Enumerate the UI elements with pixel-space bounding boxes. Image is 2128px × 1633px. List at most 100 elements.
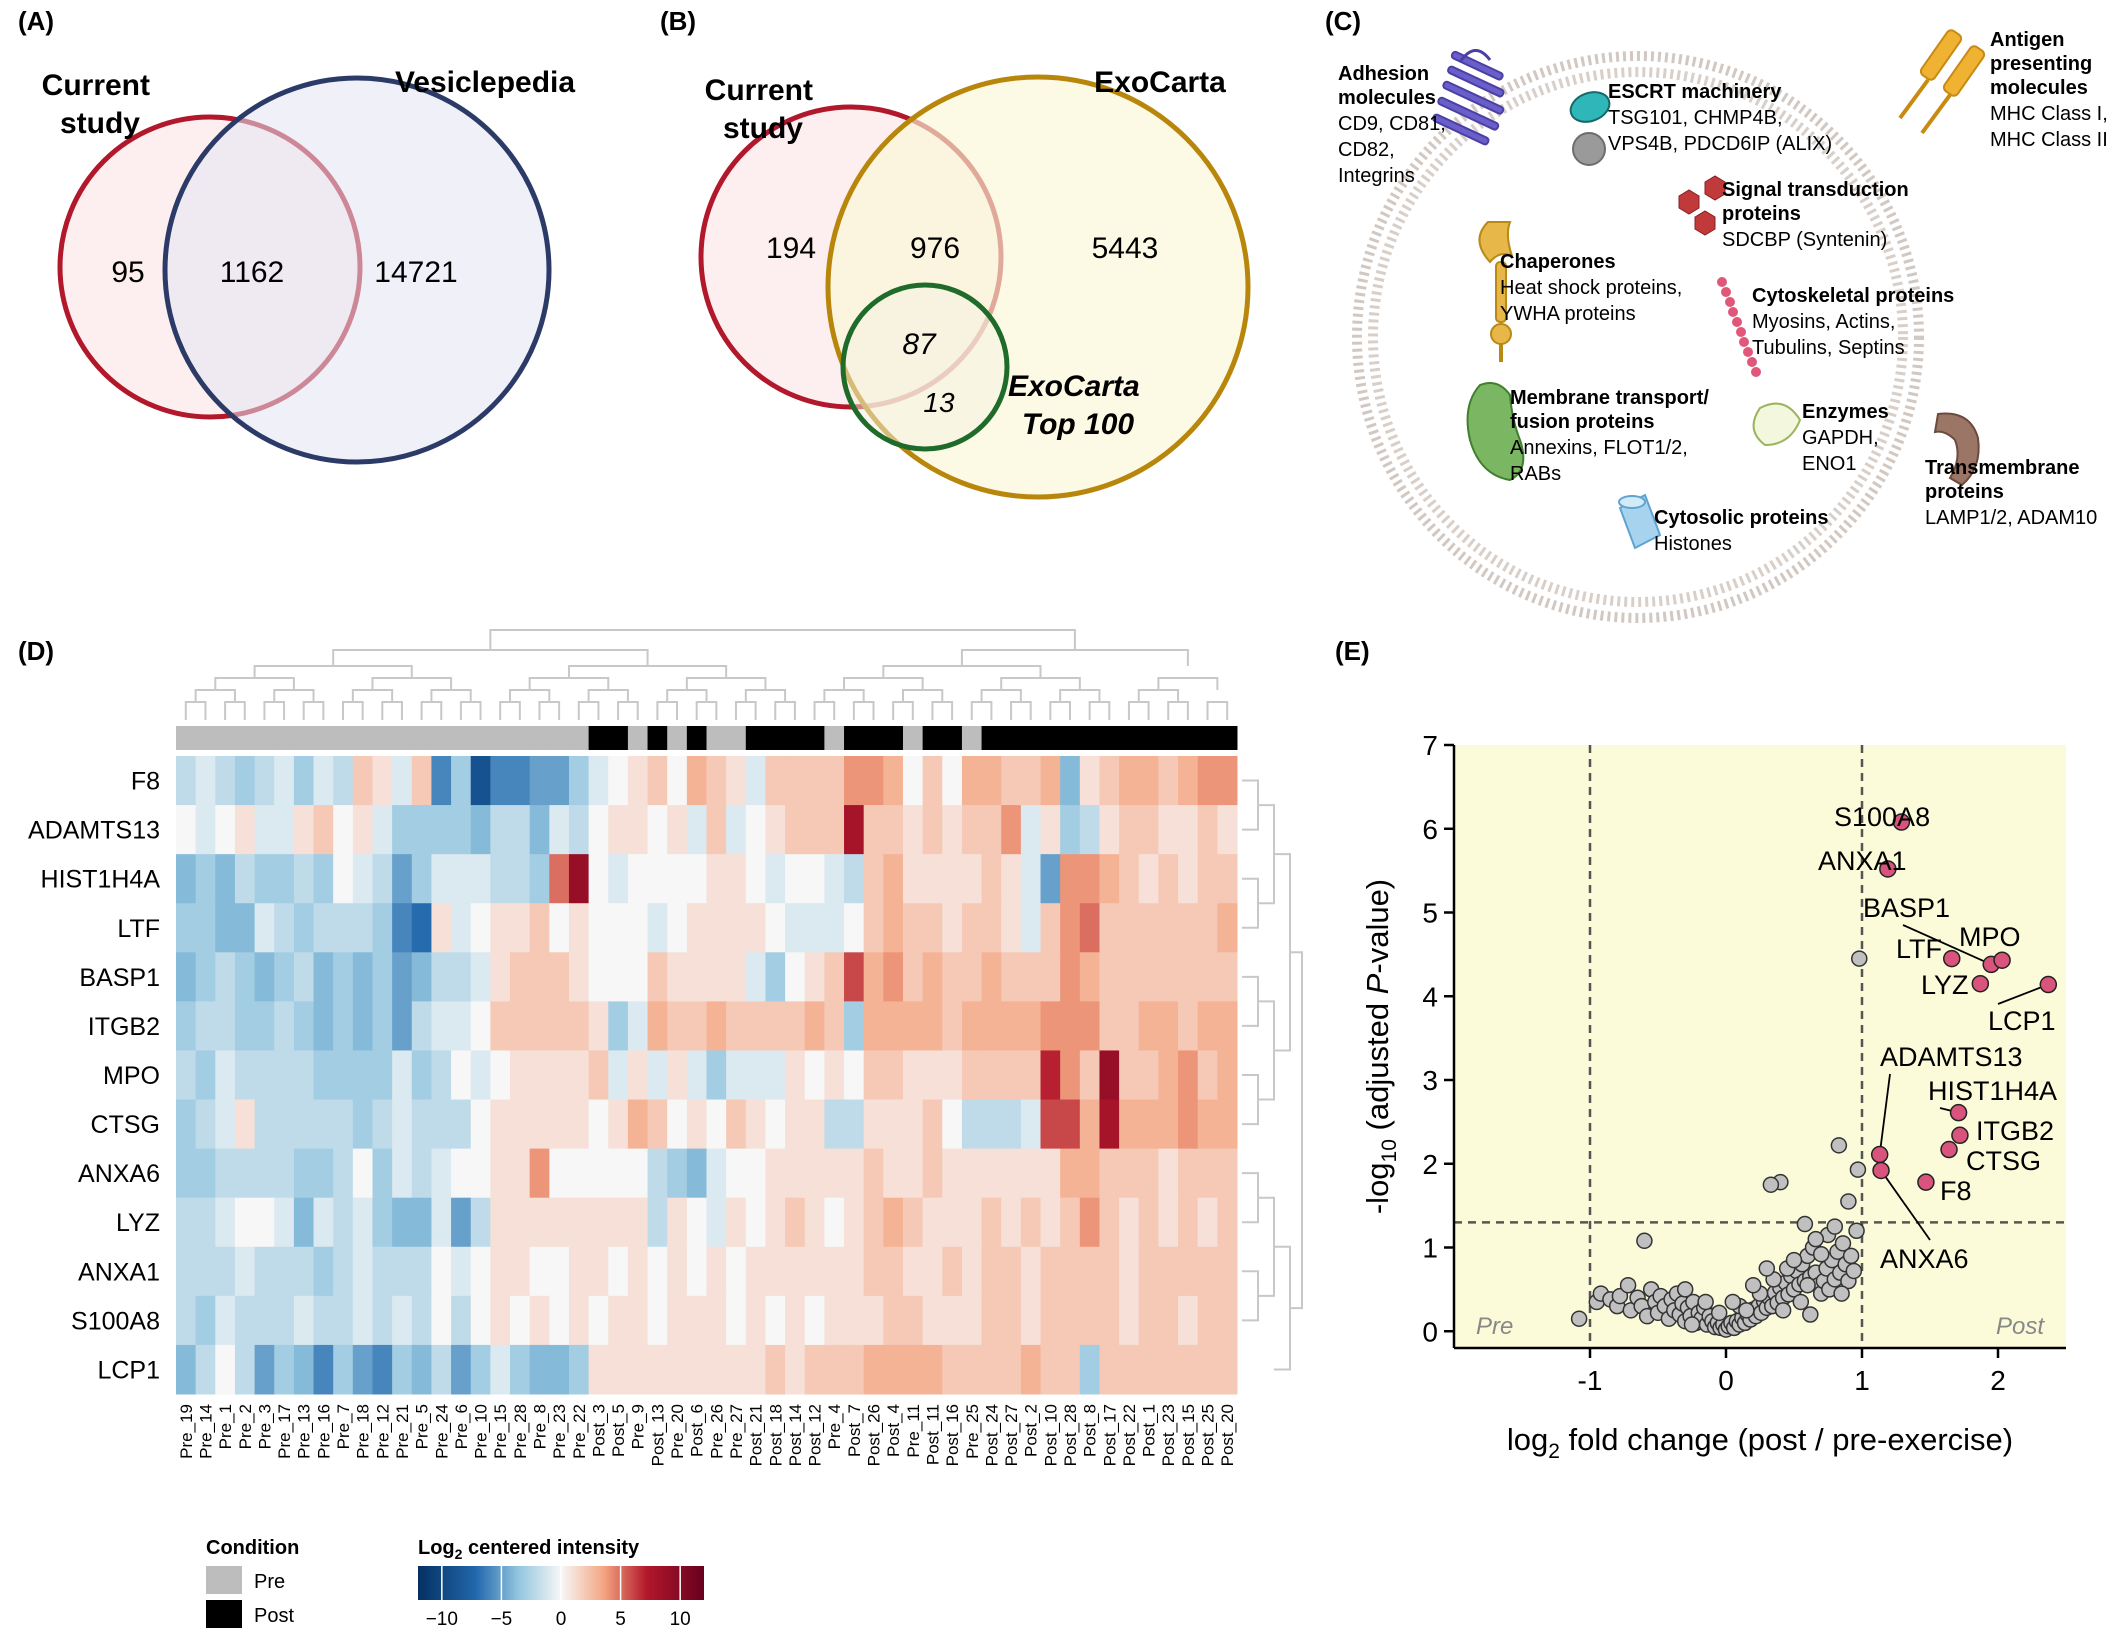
heatmap-column-label: Pre_19	[177, 1404, 196, 1459]
heatmap-cell	[234, 952, 256, 1002]
heatmap-cell	[274, 903, 295, 953]
condition-cell	[431, 726, 452, 750]
heatmap-cell	[451, 1001, 472, 1051]
heatmap-cell	[293, 903, 315, 953]
condition-cell	[1001, 726, 1022, 750]
heatmap-cell	[234, 854, 256, 904]
condition-cell	[1197, 726, 1218, 750]
y-tick-label: 3	[1422, 1065, 1438, 1096]
heatmap-cell	[529, 1246, 550, 1297]
venn-a-only-left: 95	[111, 256, 144, 289]
heatmap-cell	[1040, 756, 1061, 806]
heatmap-cell	[922, 805, 943, 855]
heatmap-cell	[765, 952, 786, 1002]
heatmap-cell	[608, 1197, 629, 1248]
heatmap-cell	[844, 854, 865, 904]
heatmap-cell	[1099, 1246, 1120, 1297]
heatmap-cell	[490, 952, 511, 1002]
volcano-point-label: LYZ	[1921, 970, 1969, 1000]
heatmap-cell	[1020, 1344, 1042, 1395]
dendrogram-branch	[1049, 701, 1071, 720]
heatmap-cell	[667, 1099, 688, 1150]
cargo-title-line: Chaperones	[1500, 251, 1616, 273]
volcano-point-label: S100A8	[1834, 802, 1930, 832]
scale-legend-title-main: Log	[418, 1537, 455, 1559]
heatmap-cell	[274, 1001, 295, 1051]
heatmap-cell	[352, 1050, 373, 1101]
heatmap-cell	[470, 1344, 491, 1395]
heatmap-cell	[1138, 1099, 1159, 1150]
heatmap-cell	[844, 1148, 865, 1199]
condition-cell	[706, 726, 727, 750]
heatmap-cell	[333, 1344, 354, 1395]
heatmap-cell	[1020, 903, 1042, 953]
heatmap-cell	[726, 1344, 747, 1395]
heatmap-cell	[647, 1344, 668, 1395]
heatmap-cell	[863, 1344, 884, 1395]
heatmap-cell	[333, 1197, 354, 1248]
heatmap-cell	[883, 1197, 904, 1248]
heatmap-column-label: Pre_7	[334, 1404, 353, 1449]
dendrogram-branch	[567, 665, 728, 678]
condition-cell	[667, 726, 688, 750]
condition-bar	[176, 726, 1238, 750]
cargo-title-line: Adhesion	[1338, 63, 1429, 85]
cargo-label-1: Adhesion molecules CD9, CD81, CD82, Integrin…	[1338, 63, 1446, 187]
heatmap-cell	[942, 903, 963, 953]
heatmap-cell	[333, 1050, 354, 1101]
heatmap-cell	[254, 1099, 275, 1150]
heatmap-row-label: ANXA6	[78, 1160, 160, 1188]
heatmap-column-label: Pre_24	[432, 1404, 451, 1459]
heatmap-cell	[844, 756, 865, 806]
condition-cell	[549, 726, 570, 750]
heatmap-cell	[824, 805, 845, 855]
heatmap-cell	[333, 805, 354, 855]
cargo-label-7: Membrane transport/fusion proteins Annexi…	[1510, 387, 1709, 485]
condition-cell	[804, 726, 825, 750]
heatmap-cell	[608, 1099, 629, 1150]
heatmap-cell	[627, 952, 649, 1002]
heatmap-cell	[686, 1197, 707, 1248]
heatmap-cell	[804, 805, 825, 855]
heatmap-cell	[942, 1295, 963, 1346]
heatmap-row-label: HIST1H4A	[41, 866, 161, 894]
heatmap-cell	[1040, 1344, 1061, 1395]
scale-tick-label: 5	[615, 1609, 626, 1630]
heatmap-cell	[863, 903, 884, 953]
heatmap-cell	[1079, 1295, 1100, 1346]
heatmap-cell	[588, 1246, 609, 1297]
heatmap-cell	[1040, 903, 1061, 953]
heatmap-column-label: Post_3	[589, 1404, 608, 1457]
heatmap-cell	[215, 1246, 236, 1297]
heatmap-cell	[215, 1295, 236, 1346]
heatmap-cell	[981, 756, 1002, 806]
heatmap-cell	[902, 1344, 924, 1395]
heatmap-cell	[215, 756, 236, 806]
heatmap-cell	[1178, 1050, 1199, 1101]
y-axis-label: -log10 (adjusted P-value)	[1360, 879, 1401, 1214]
cargo-items-line: ENO1	[1802, 453, 1856, 475]
heatmap-cell	[1001, 756, 1022, 806]
volcano-point-label: ANXA1	[1818, 846, 1907, 876]
volcano-point	[1710, 1304, 1728, 1322]
heatmap-cell	[1099, 1148, 1120, 1199]
heatmap-cell	[411, 854, 432, 904]
mhc-icon	[1898, 29, 1986, 135]
dendrogram-branch	[509, 689, 551, 702]
heatmap-cell	[647, 1295, 668, 1346]
heatmap-cell	[490, 1295, 511, 1346]
heatmap-cell	[392, 1295, 413, 1346]
heatmap-cell	[686, 1344, 707, 1395]
heatmap-column-label: Pre_11	[904, 1404, 923, 1458]
heatmap-cell	[765, 903, 786, 953]
dendrogram-branch	[184, 701, 207, 720]
y-tick-label: 5	[1422, 898, 1438, 929]
y-axis-label-italic: P	[1360, 973, 1395, 994]
heatmap-column-label: Post_13	[648, 1404, 667, 1466]
heatmap-cell	[1040, 805, 1061, 855]
heatmap-cell	[627, 805, 649, 855]
heatmap-cell	[392, 1197, 413, 1248]
heatmap-cell	[588, 903, 609, 953]
volcano-point	[1738, 1302, 1755, 1319]
